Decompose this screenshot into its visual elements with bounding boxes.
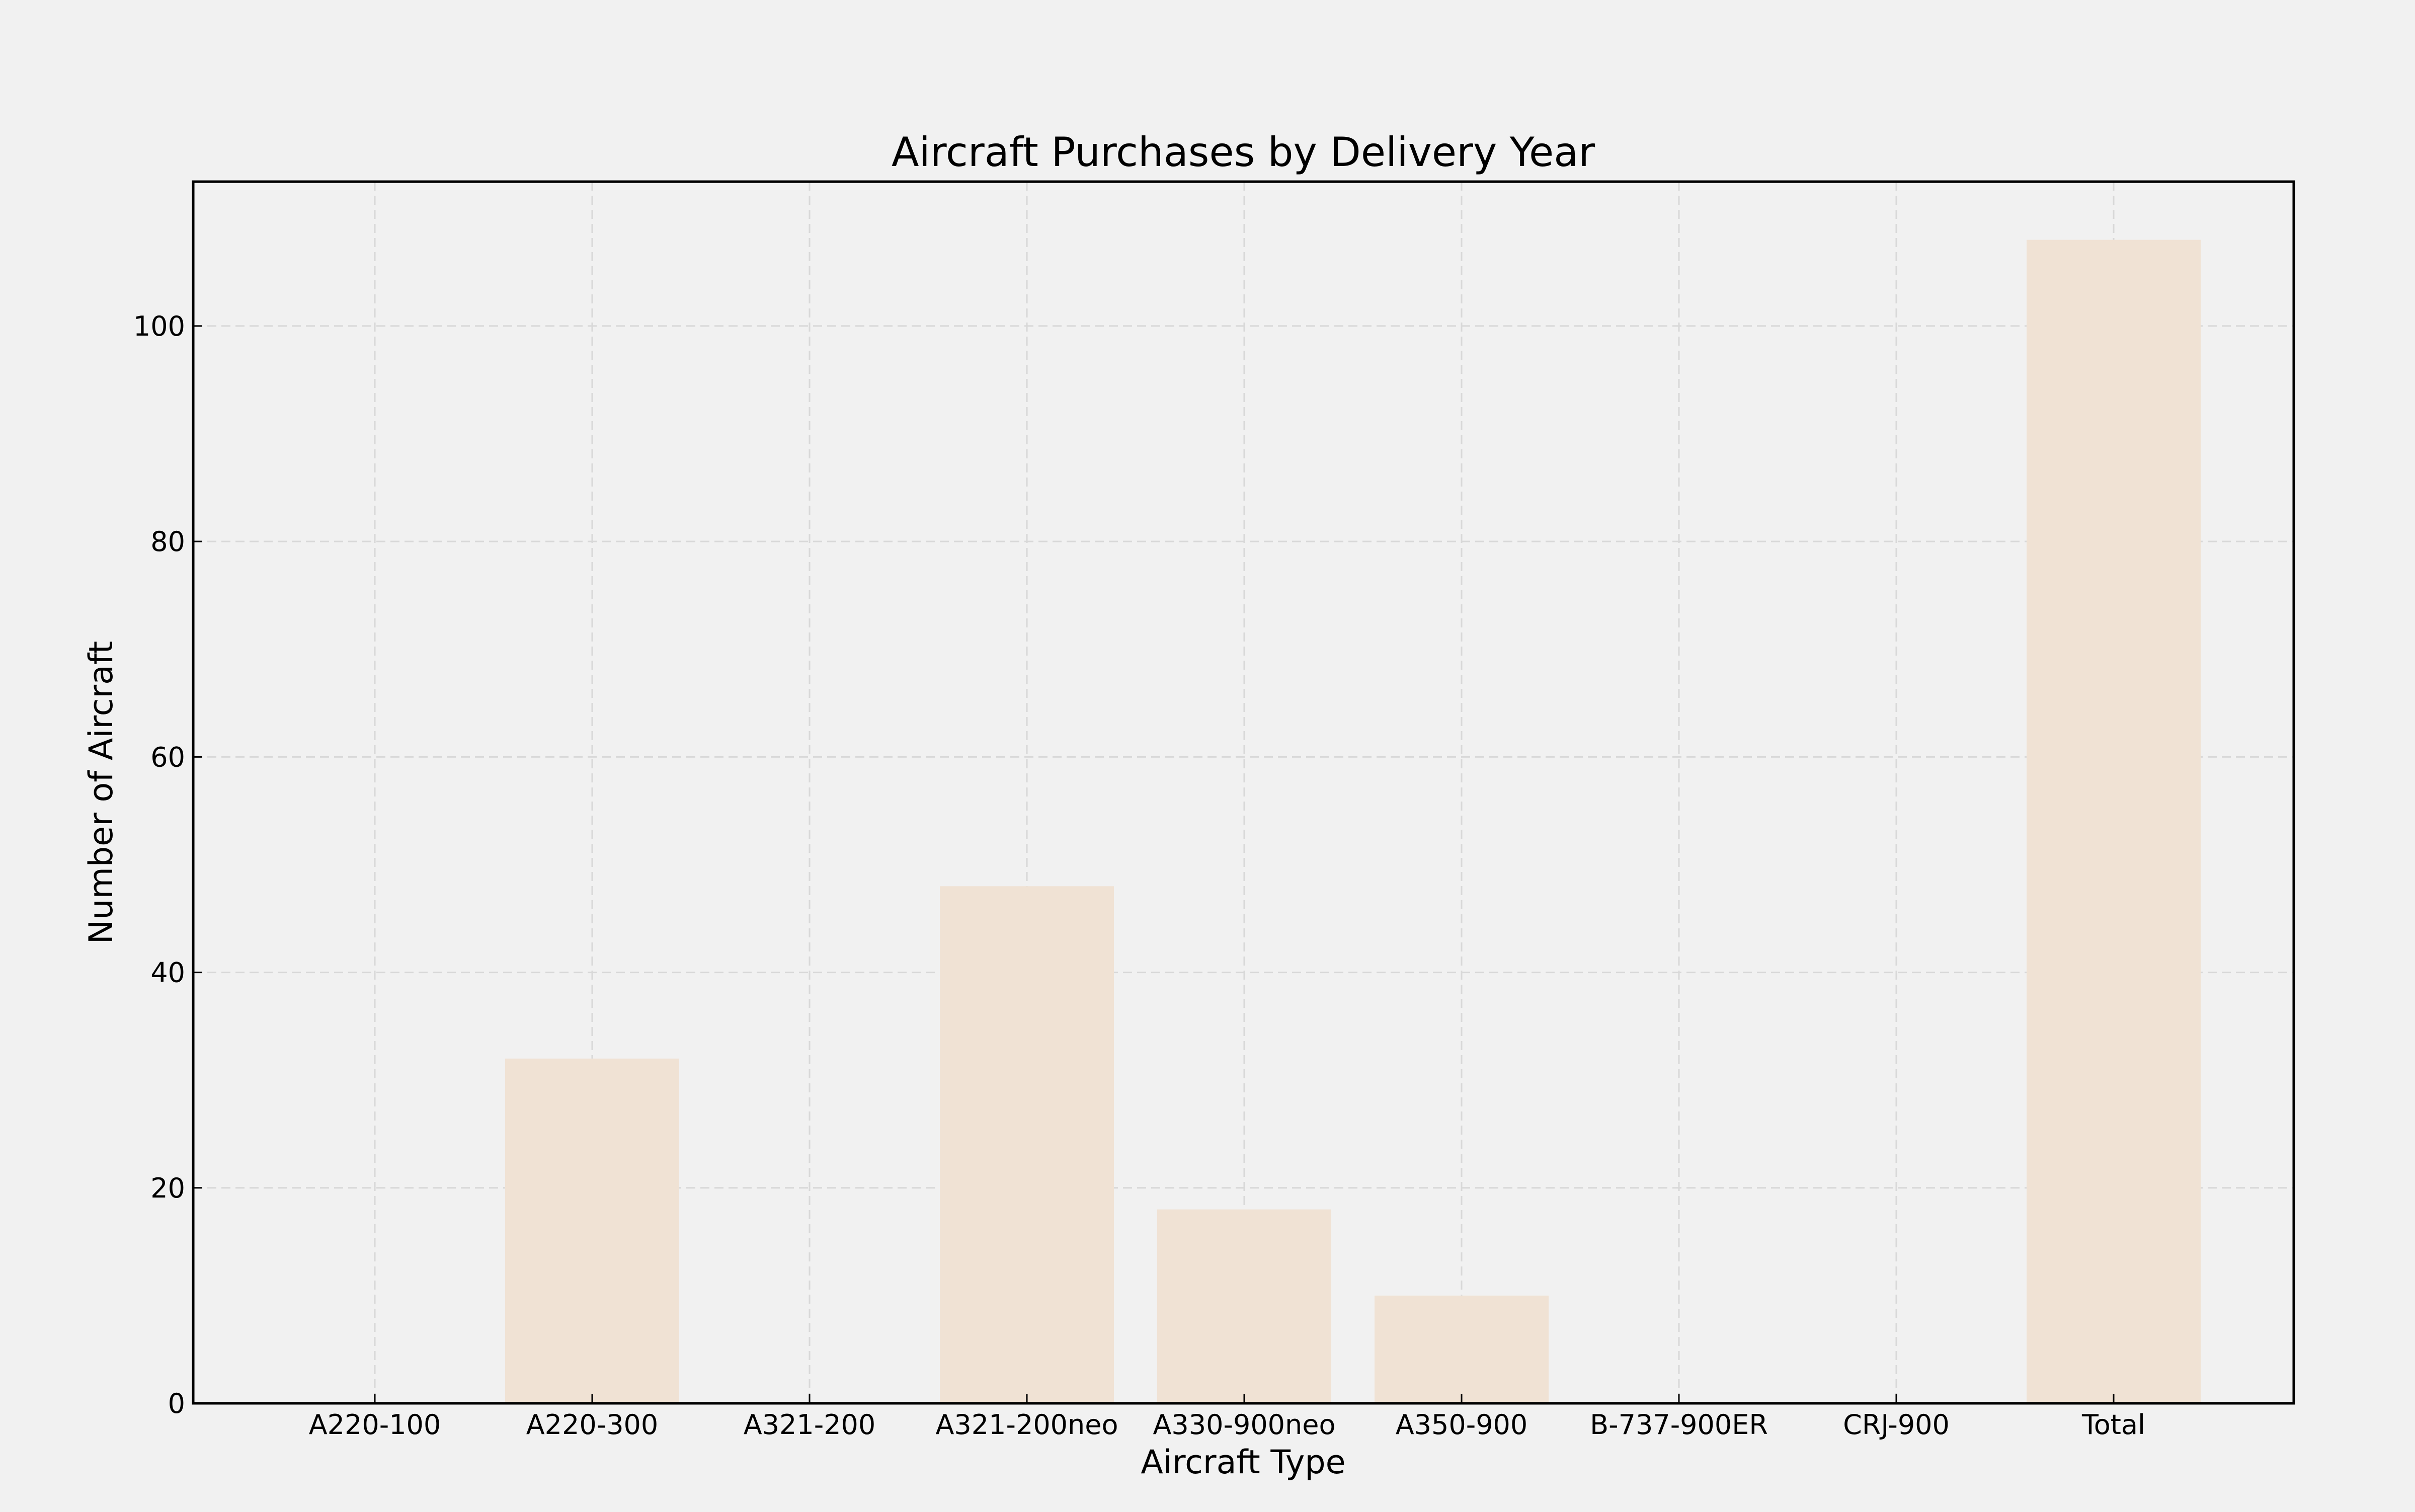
bar-a350-900 <box>1375 1295 1549 1403</box>
x-tick-label: A321-200neo <box>935 1409 1118 1441</box>
x-axis-label: Aircraft Type <box>1141 1444 1345 1481</box>
y-tick-label: 100 <box>133 310 185 342</box>
y-tick-label: 60 <box>150 741 185 773</box>
x-tick-label: A220-100 <box>309 1409 441 1441</box>
x-tick-label: A220-300 <box>526 1409 659 1441</box>
y-tick-label: 20 <box>150 1172 185 1204</box>
x-tick-label: CRJ-900 <box>1843 1409 1950 1441</box>
x-tick-label: B-737-900ER <box>1590 1409 1768 1441</box>
x-axis-ticks: A220-100 A220-300 A321-200 A321-200neo A330-… <box>309 1394 2145 1441</box>
bar-a220-300 <box>505 1058 679 1403</box>
bar-total <box>2027 240 2201 1403</box>
bar-a321-200neo <box>940 886 1114 1403</box>
x-tick-label: A330-900neo <box>1153 1409 1335 1441</box>
chart-title: Aircraft Purchases by Delivery Year <box>892 129 1595 176</box>
y-tick-label: 80 <box>150 526 185 558</box>
y-tick-label: 0 <box>168 1388 185 1419</box>
x-tick-label: Total <box>2081 1409 2145 1441</box>
bar-a330-900neo <box>1157 1209 1331 1403</box>
y-tick-label: 40 <box>150 957 185 989</box>
x-tick-label: A321-200 <box>744 1409 876 1441</box>
y-axis-label: Number of Aircraft <box>83 641 120 944</box>
bars <box>505 240 2201 1403</box>
y-axis-ticks: 0 20 40 60 80 100 <box>133 310 202 1419</box>
x-tick-label: A350-900 <box>1396 1409 1528 1441</box>
